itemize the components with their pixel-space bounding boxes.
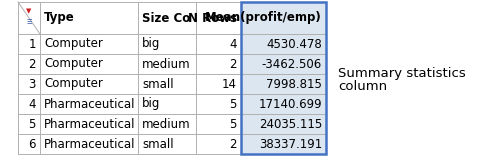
Text: 4: 4 xyxy=(29,97,36,111)
Text: 2: 2 xyxy=(29,57,36,71)
Text: 14: 14 xyxy=(222,77,237,91)
Text: Summary statistics: Summary statistics xyxy=(338,67,466,80)
Text: 5: 5 xyxy=(229,117,237,131)
Text: ☰: ☰ xyxy=(26,20,32,25)
Text: Pharmaceutical: Pharmaceutical xyxy=(44,97,135,111)
Text: Size Co: Size Co xyxy=(142,12,190,24)
Text: medium: medium xyxy=(142,117,190,131)
Text: 2: 2 xyxy=(229,57,237,71)
Text: Computer: Computer xyxy=(44,77,103,91)
Text: Computer: Computer xyxy=(44,37,103,51)
Text: small: small xyxy=(142,137,174,151)
Text: medium: medium xyxy=(142,57,190,71)
Text: 3: 3 xyxy=(29,77,36,91)
Text: Type: Type xyxy=(44,12,75,24)
Bar xyxy=(241,2,326,154)
Text: ▼: ▼ xyxy=(27,8,32,14)
Text: Pharmaceutical: Pharmaceutical xyxy=(44,117,135,131)
Text: 2: 2 xyxy=(229,137,237,151)
Text: Computer: Computer xyxy=(44,57,103,71)
Text: column: column xyxy=(338,80,387,93)
Text: 1: 1 xyxy=(29,37,36,51)
Text: 4: 4 xyxy=(229,37,237,51)
Text: N Rows: N Rows xyxy=(188,12,237,24)
Text: 17140.699: 17140.699 xyxy=(259,97,322,111)
Text: Pharmaceutical: Pharmaceutical xyxy=(44,137,135,151)
Text: 7998.815: 7998.815 xyxy=(266,77,322,91)
Text: 38337.191: 38337.191 xyxy=(259,137,322,151)
Text: -3462.506: -3462.506 xyxy=(262,57,322,71)
Text: 24035.115: 24035.115 xyxy=(259,117,322,131)
Text: Mean(profit/emp): Mean(profit/emp) xyxy=(205,12,322,24)
Text: 4530.478: 4530.478 xyxy=(266,37,322,51)
Text: small: small xyxy=(142,77,174,91)
Text: big: big xyxy=(142,97,160,111)
Text: 5: 5 xyxy=(29,117,36,131)
Text: 6: 6 xyxy=(29,137,36,151)
Bar xyxy=(241,2,326,154)
Text: 5: 5 xyxy=(229,97,237,111)
Text: big: big xyxy=(142,37,160,51)
